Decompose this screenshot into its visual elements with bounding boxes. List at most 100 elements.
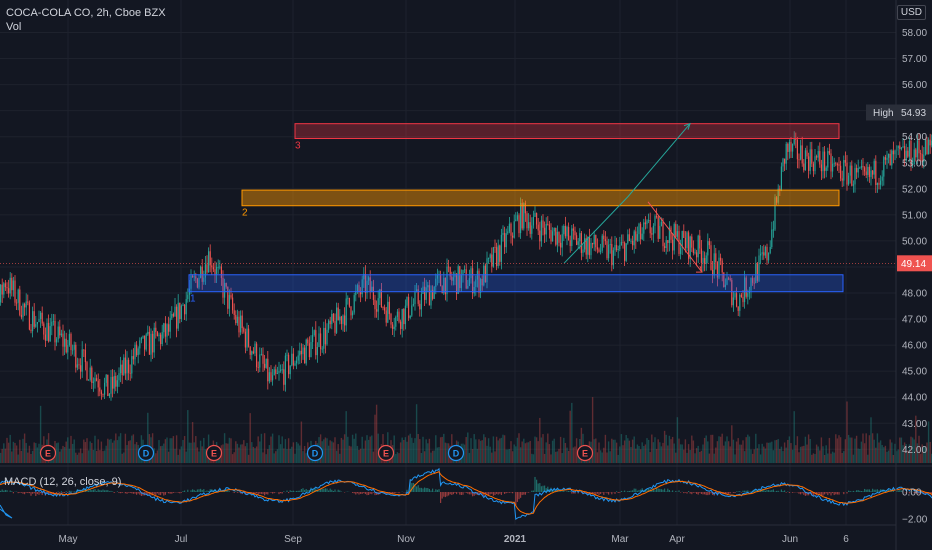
macd-histogram-bar: [704, 492, 706, 495]
zone-orange[interactable]: [241, 189, 840, 207]
candle-body: [622, 241, 624, 243]
macd-histogram-bar: [924, 492, 926, 495]
zone-label: 1: [190, 294, 196, 305]
volume-bar: [276, 449, 279, 463]
volume-bar: [507, 449, 509, 463]
volume-bar: [759, 454, 762, 463]
volume-bar: [497, 440, 499, 463]
volume-bar: [876, 433, 879, 463]
macd-histogram-bar: [160, 492, 162, 496]
zone-blue[interactable]: [188, 274, 844, 293]
volume-bar: [255, 446, 258, 463]
macd-histogram-bar: [368, 492, 370, 495]
volume-bar: [267, 449, 269, 463]
macd-histogram-bar: [312, 488, 314, 492]
macd-histogram-bar: [776, 490, 778, 492]
volume-bar: [894, 443, 896, 463]
macd-histogram-bar: [630, 490, 632, 492]
macd-histogram-bar: [675, 490, 677, 492]
candle-body: [160, 334, 162, 345]
macd-histogram-bar: [825, 492, 827, 494]
volume-bar: [556, 451, 559, 463]
macd-histogram-bar: [169, 492, 171, 494]
macd-histogram-bar: [41, 492, 43, 496]
candle-body: [532, 216, 534, 226]
volume-bar: [247, 454, 250, 463]
candle-body: [88, 379, 90, 381]
volume-bar: [921, 444, 923, 463]
macd-histogram-bar: [315, 488, 317, 492]
earnings-marker[interactable]: E: [39, 444, 57, 462]
volume-bar: [711, 434, 714, 463]
macd-histogram-bar: [38, 492, 40, 495]
candle-body: [648, 220, 650, 221]
marker-label: D: [312, 449, 319, 459]
candle-body: [734, 293, 736, 298]
macd-histogram-bar: [571, 492, 573, 494]
volume-bar: [481, 440, 483, 463]
earnings-marker[interactable]: E: [377, 444, 395, 462]
volume-bar: [599, 450, 602, 463]
volume-bar: [655, 448, 658, 463]
projection-arrows[interactable]: [0, 122, 896, 273]
candle-body: [604, 239, 606, 242]
candle-body: [508, 223, 510, 232]
dividend-marker[interactable]: D: [447, 444, 465, 462]
macd-histogram-bar: [878, 490, 880, 492]
macd-histogram-bar: [30, 492, 32, 496]
candle-body: [572, 228, 574, 231]
candle-body: [230, 295, 232, 298]
macd-histogram-bar: [624, 490, 626, 492]
price-tick-label: 56.00: [902, 80, 927, 91]
currency-button[interactable]: USD: [896, 5, 926, 20]
candle-body: [608, 244, 610, 259]
zone-red[interactable]: [294, 123, 840, 140]
candle-body: [792, 143, 794, 152]
volume-bar: [499, 438, 501, 463]
earnings-marker[interactable]: E: [576, 444, 594, 462]
candle-body: [888, 153, 890, 158]
volume-bar: [398, 453, 400, 463]
dividend-marker[interactable]: D: [137, 444, 155, 462]
candle-body: [156, 331, 158, 337]
macd-histogram-bar: [289, 490, 291, 492]
volume-bar: [97, 439, 99, 463]
candle-body: [644, 222, 646, 225]
volume-bar: [23, 433, 26, 463]
earnings-marker[interactable]: E: [205, 444, 223, 462]
candle-body: [78, 364, 80, 366]
volume-bar: [548, 444, 551, 463]
macd-histogram-bar: [678, 490, 680, 492]
volume-bar: [246, 442, 248, 463]
volume-bar: [412, 442, 415, 463]
volume-bar: [547, 433, 549, 463]
macd-histogram-bar: [4, 489, 6, 492]
volume-bar: [124, 433, 127, 463]
macd-histogram-bar: [508, 492, 510, 493]
macd-histogram-bar: [108, 491, 110, 492]
candle-body: [662, 221, 664, 247]
macd-histogram-bar: [129, 492, 131, 494]
macd-histogram-bar: [468, 492, 470, 495]
macd-histogram-bar: [121, 492, 123, 493]
macd-histogram-bar: [524, 492, 526, 495]
dividend-marker[interactable]: D: [306, 444, 324, 462]
macd-histogram-bar: [304, 489, 306, 492]
volume-bar: [467, 432, 469, 463]
macd-histogram-bar: [569, 491, 571, 492]
macd-histogram-bar: [745, 490, 747, 492]
support-resistance-zones[interactable]: 321: [188, 123, 844, 305]
macd-histogram-bar: [860, 491, 862, 492]
candle-body: [516, 215, 518, 220]
zone-label: 3: [295, 141, 301, 152]
macd-histogram-bar: [272, 492, 274, 494]
candle-body: [142, 335, 144, 338]
macd-line: [0, 467, 932, 521]
volume-bar: [374, 414, 376, 463]
macd-histogram-bar: [662, 489, 664, 492]
candle-body: [272, 375, 274, 381]
candle-body: [616, 244, 618, 251]
volume-bar: [79, 448, 82, 463]
